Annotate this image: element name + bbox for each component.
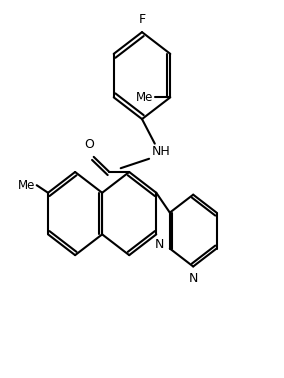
Text: O: O [85,138,94,151]
Text: N: N [189,272,198,285]
Text: Me: Me [136,91,153,104]
Text: Me: Me [18,179,35,192]
Text: N: N [154,238,164,251]
Text: NH: NH [152,145,171,158]
Text: F: F [138,14,146,26]
